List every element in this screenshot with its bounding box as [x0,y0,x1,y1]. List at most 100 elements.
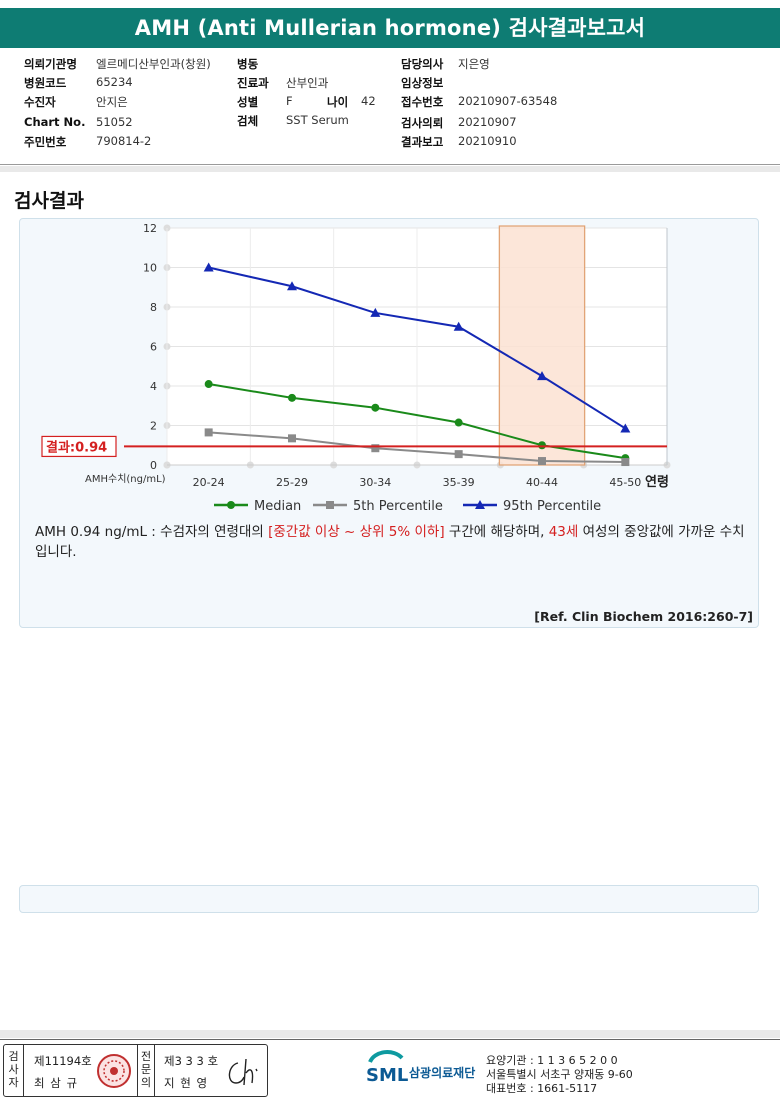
org-phone: 대표번호 : 1661-5117 [486,1082,598,1095]
sml-logo-icon: SML [366,1050,408,1086]
data-point [204,428,213,437]
legend-marker [326,501,334,509]
label-receipt-no: 접수번호 [401,95,444,109]
section-title: 검사결과 [14,190,84,212]
examiner-seal [97,1054,131,1088]
specialist-signature [228,1058,258,1086]
label-patient: 수진자 [24,95,56,109]
report-title: AMH (Anti Mullerian hormone) 검사결과보고서 [0,8,780,48]
data-point [453,321,464,331]
x-axis-end-label: 연령 [645,475,669,490]
value-receipt-no: 20210907-63548 [458,94,558,108]
y-tick-label: 10 [143,262,157,275]
comment-panel [19,885,759,913]
data-point [538,457,546,466]
x-tick-label: 45-50 [609,476,641,489]
data-point [454,450,463,459]
value-department: 산부인과 [286,76,329,90]
value-institution: 엘르메디산부인과(창원) [96,57,211,71]
y-tick-label: 2 [150,420,157,433]
result-label: 결과:0.94 [46,439,107,455]
data-point [370,307,381,317]
header-divider [0,164,780,165]
value-report-date: 20210910 [458,134,517,148]
footer-band [0,1030,780,1038]
y-axis-label: AMH수치(ng/mL) [85,473,166,485]
footer-divider [0,1039,780,1040]
data-point [288,393,296,402]
label-clinical-info: 임상정보 [401,76,444,90]
desc-part2: 구간에 해당하며, [444,524,549,540]
label-resident-no: 주민번호 [24,135,67,149]
header-band [0,166,780,172]
legend-label: 5th Percentile [353,499,443,514]
data-point [203,262,214,272]
amh-chart: 0 2 4 6 8 10 12 20-24 25-29 30-34 35-39 40-44 45-50… [41,222,671,514]
value-doctor: 지은영 [458,57,490,71]
org-address: 서울특별시 서초구 양재동 9-60 [486,1068,633,1081]
legend-label: Median [254,499,301,514]
specialist-label: 전문의 [137,1045,155,1096]
data-point [620,423,631,433]
data-point [538,441,546,450]
y-tick-label: 8 [150,301,157,314]
value-hospital-code: 65234 [96,75,133,89]
label-doctor: 담당의사 [401,57,444,71]
examiner-name: 최 삼 규 [34,1076,79,1090]
label-department: 진료과 [237,76,269,90]
legend-marker [227,501,235,509]
desc-part1: AMH 0.94 ng/mL : 수검자의 연령대의 [35,524,269,540]
value-specimen: SST Serum [286,113,349,127]
org-code: 요양기관 : 1 1 3 6 5 2 0 0 [486,1054,618,1067]
y-tick-label: 0 [150,459,157,472]
age-group-highlight [498,225,586,466]
data-point [537,371,547,381]
data-point [204,380,213,389]
legend-label: 95th Percentile [503,499,601,514]
specialist-name: 지 현 영 [164,1076,209,1090]
label-sex: 성별 [237,95,259,109]
value-patient: 안지은 [96,95,128,109]
data-point [371,444,380,453]
value-age: 42 [361,94,376,108]
desc-part3: 여성의 중앙값에 가까운 수치입니다. [35,524,745,560]
series-line [208,431,626,464]
label-hospital-code: 병원코드 [24,76,67,90]
label-specimen: 검체 [237,114,259,128]
value-request-date: 20210907 [458,115,517,129]
data-point [621,458,630,467]
x-tick-label: 30-34 [359,476,391,489]
legend-marker [475,500,485,509]
y-tick-label: 12 [143,222,157,235]
desc-age: 43세 [548,524,579,540]
specialist-no: 제3 3 3 호 [164,1054,219,1068]
data-point [454,418,463,427]
label-report-date: 결과보고 [401,135,444,149]
logo-text: SML [366,1065,408,1086]
data-point [371,403,380,412]
y-tick-label: 4 [150,380,157,393]
reference: [Ref. Clin Biochem 2016:260-7] [534,609,753,624]
x-tick-label: 40-44 [526,476,558,489]
value-resident-no: 790814-2 [96,134,152,148]
examiner-no: 제11194호 [34,1054,92,1068]
result-description: AMH 0.94 ng/mL : 수검자의 연령대의 [중간값 이상 ~ 상위 … [35,522,750,562]
x-tick-label: 20-24 [193,476,225,489]
label-request-date: 검사의뢰 [401,116,444,130]
data-point [288,434,296,443]
label-institution: 의뢰기관명 [24,57,77,71]
series-line [208,266,626,430]
desc-range: [중간값 이상 ~ 상위 5% 이하] [268,524,445,540]
y-tick-label: 6 [150,341,157,354]
x-tick-label: 35-39 [443,476,475,489]
value-sex: F [286,94,293,108]
label-ward: 병동 [237,57,259,71]
x-tick-label: 25-29 [276,476,308,489]
org-name: 삼광의료재단 [409,1066,476,1080]
result-label-box [41,435,117,458]
examiner-label: 검사자 [4,1045,24,1096]
label-chart-no: Chart No. [24,115,86,129]
value-chart-no: 51052 [96,115,133,129]
signature-box: 검사자 제11194호 최 삼 규 전문의 제3 3 3 호 지 현 영 [3,1044,268,1097]
label-age: 나이 [327,95,349,109]
